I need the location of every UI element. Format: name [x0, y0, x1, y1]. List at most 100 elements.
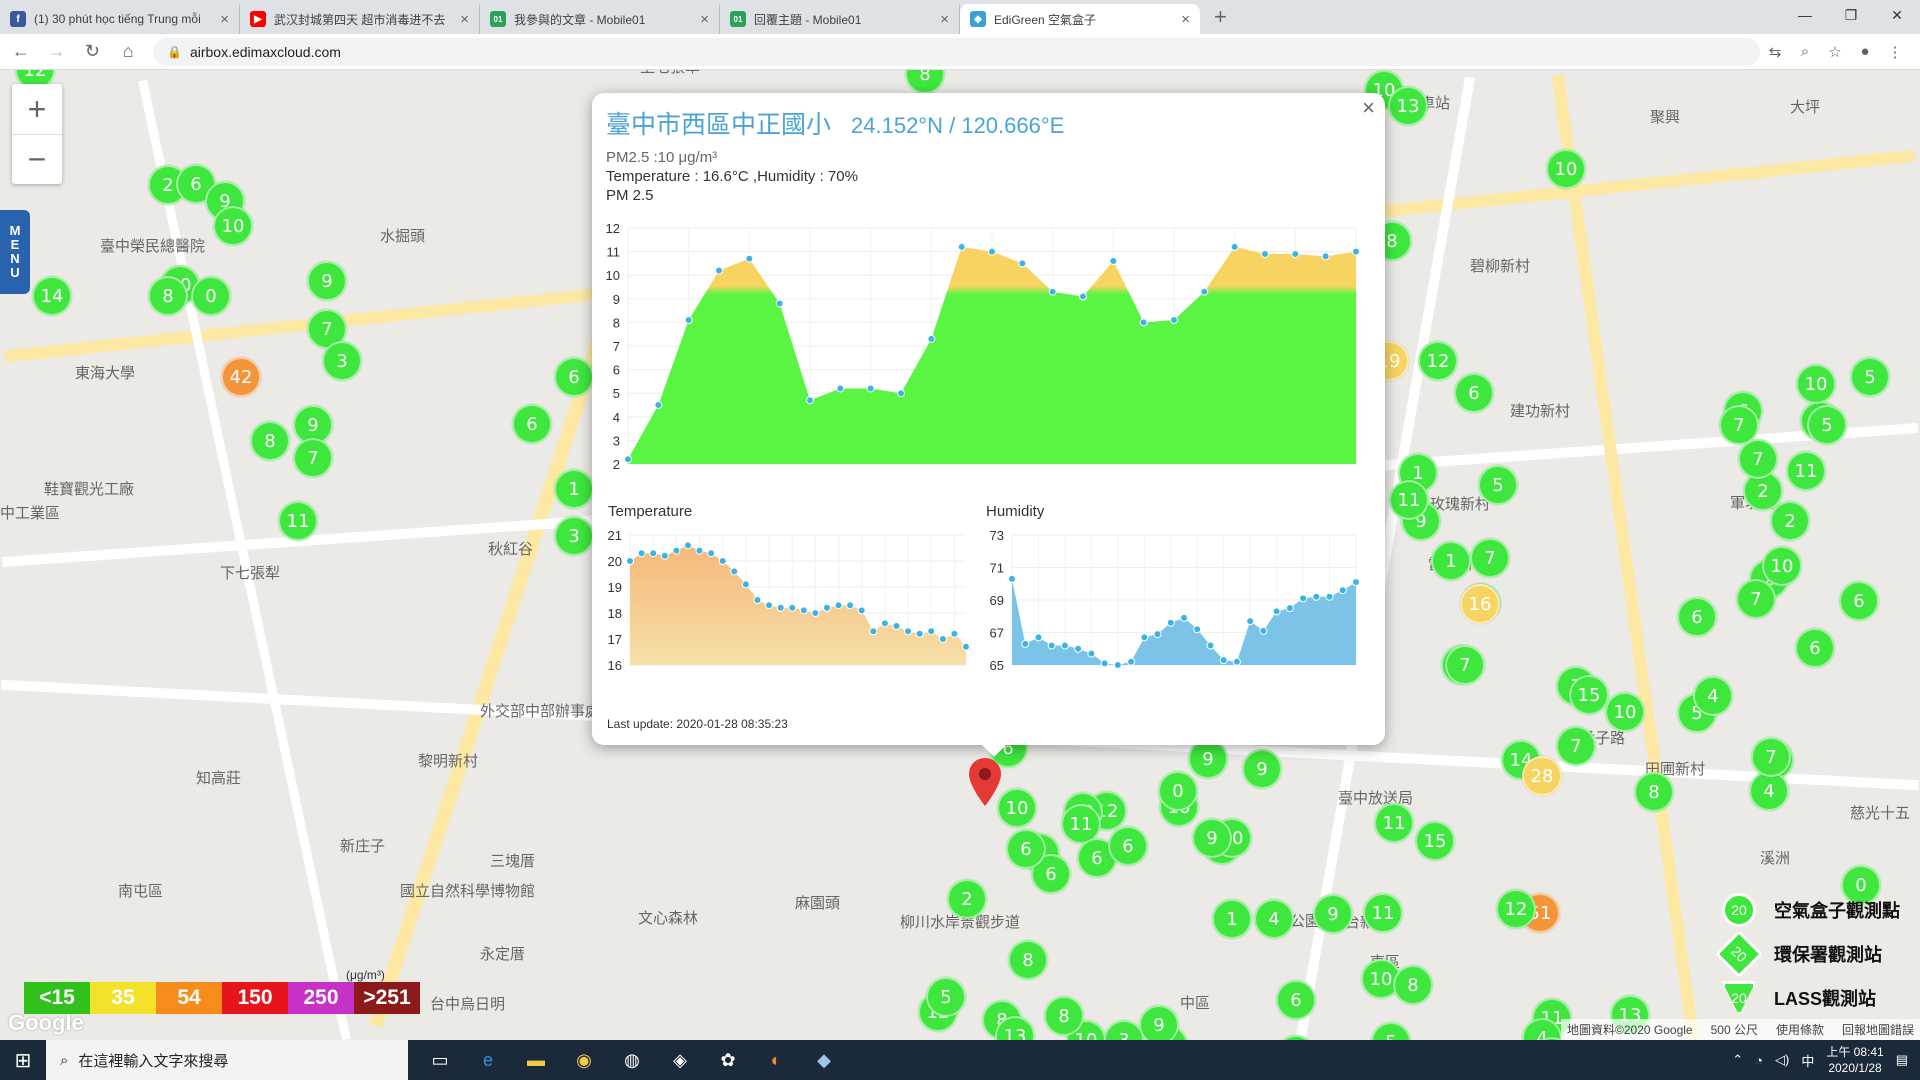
chrome-icon[interactable]: ◉	[576, 1049, 592, 1070]
sensor-marker[interactable]: 7	[1751, 737, 1791, 777]
clock[interactable]: 上午 08:41 2020/1/28	[1826, 1044, 1883, 1076]
sensor-marker[interactable]: 10	[213, 206, 253, 246]
app-icon[interactable]: ✿	[720, 1049, 736, 1070]
minimize-icon[interactable]: —	[1798, 7, 1812, 23]
browser-tab-active[interactable]: ◆ EdiGreen 空氣盒子 ×	[960, 4, 1200, 34]
sensor-marker[interactable]: 8	[148, 276, 188, 316]
sensor-marker[interactable]: 9	[1188, 739, 1228, 779]
browser-tab[interactable]: 01 回覆主題 - Mobile01 ×	[720, 4, 960, 34]
sensor-marker[interactable]: 7	[1445, 645, 1485, 685]
sensor-marker[interactable]: 9	[1313, 894, 1353, 934]
sensor-marker[interactable]: 8	[250, 421, 290, 461]
sensor-marker[interactable]: 6	[1677, 597, 1717, 637]
back-icon[interactable]: ←	[11, 41, 30, 61]
sensor-marker[interactable]: 6	[1839, 581, 1879, 621]
app-icon[interactable]: ◍	[624, 1049, 640, 1070]
sensor-marker[interactable]: 10	[1762, 546, 1802, 586]
sensor-marker[interactable]: 10	[1546, 149, 1586, 189]
sensor-marker[interactable]: 1	[1431, 541, 1471, 581]
app-icon[interactable]: ◈	[673, 1049, 687, 1070]
sensor-marker[interactable]: 7	[1738, 439, 1778, 479]
sensor-marker[interactable]: 16	[1460, 584, 1500, 624]
sensor-marker[interactable]: 5	[1478, 465, 1518, 505]
sensor-marker[interactable]: 0	[1158, 771, 1198, 811]
sensor-marker[interactable]: 6	[1006, 829, 1046, 869]
sensor-marker[interactable]: 2	[947, 879, 987, 919]
sensor-marker[interactable]: 14	[32, 276, 72, 316]
forward-icon[interactable]: →	[47, 41, 66, 61]
tray-arrow-icon[interactable]: ⌃	[1732, 1052, 1744, 1067]
sensor-marker[interactable]: 15	[1569, 675, 1609, 715]
close-tab-icon[interactable]: ×	[460, 10, 469, 28]
report-link[interactable]: 回報地圖錯誤	[1841, 1023, 1914, 1037]
reload-icon[interactable]: ↻	[84, 41, 100, 61]
terms-link[interactable]: 使用條款	[1775, 1023, 1824, 1037]
sensor-marker[interactable]: 7	[293, 438, 333, 478]
sensor-marker[interactable]: 4	[1254, 899, 1294, 939]
sensor-marker[interactable]: 7	[1736, 579, 1776, 619]
zoom-in-button[interactable]: +	[27, 90, 47, 127]
sensor-marker[interactable]: 6	[1108, 826, 1148, 866]
sensor-marker[interactable]: 1	[554, 469, 594, 509]
ime-indicator[interactable]: 中	[1801, 1053, 1815, 1069]
sensor-marker[interactable]: 3	[554, 516, 594, 556]
sensor-marker[interactable]: 11	[1389, 480, 1429, 520]
sensor-marker[interactable]: 0	[1841, 865, 1881, 905]
sensor-marker[interactable]: 7	[1470, 538, 1510, 578]
sensor-marker[interactable]: 4	[1749, 771, 1789, 811]
close-popup-icon[interactable]: ×	[1362, 95, 1375, 120]
sensor-marker[interactable]: 6	[554, 357, 594, 397]
sensor-marker[interactable]: 4	[1693, 676, 1733, 716]
taskbar-search[interactable]: ⌕ 在這裡輸入文字來搜尋	[46, 1040, 408, 1080]
restore-icon[interactable]: ❐	[1844, 6, 1858, 23]
sensor-marker[interactable]: 8	[1393, 965, 1433, 1005]
file-explorer-icon[interactable]: ▬	[527, 1049, 545, 1070]
menu-tab[interactable]: M E N U	[0, 210, 30, 294]
sensor-marker[interactable]: 5	[1371, 1022, 1411, 1040]
translate-icon[interactable]: ⇆	[1768, 43, 1782, 61]
close-tab-icon[interactable]: ×	[700, 10, 709, 28]
profile-icon[interactable]: ●	[1860, 42, 1870, 60]
sensor-marker[interactable]: 7	[1719, 405, 1759, 445]
network-icon[interactable]: ◔	[1755, 1052, 1763, 1068]
sensor-marker[interactable]: 28	[1522, 756, 1562, 796]
sensor-marker[interactable]: 6	[1454, 373, 1494, 413]
browser-tab[interactable]: 01 我參與的文章 - Mobile01 ×	[480, 4, 720, 34]
sensor-marker[interactable]: 3	[1104, 1020, 1144, 1040]
new-tab-button[interactable]: +	[1214, 4, 1227, 29]
sensor-marker[interactable]: 6	[1276, 980, 1316, 1020]
sensor-marker[interactable]: 10	[1796, 364, 1836, 404]
sensor-marker[interactable]: 12	[1418, 341, 1458, 381]
star-icon[interactable]: ☆	[1828, 43, 1842, 61]
sensor-marker[interactable]: 9	[1242, 749, 1282, 789]
sensor-marker[interactable]: 8	[1634, 772, 1674, 812]
sensor-marker[interactable]: 11	[1061, 804, 1101, 844]
sensor-marker[interactable]: 8	[905, 70, 945, 94]
sensor-marker[interactable]: 5	[1850, 357, 1890, 397]
close-tab-icon[interactable]: ×	[220, 10, 229, 28]
close-window-icon[interactable]: ✕	[1891, 6, 1903, 23]
sensor-marker[interactable]: 5	[926, 977, 966, 1017]
sensor-marker[interactable]: 11	[1786, 451, 1826, 491]
sensor-marker[interactable]: 1	[1212, 899, 1252, 939]
close-tab-icon[interactable]: ×	[940, 10, 949, 28]
location-pin-icon[interactable]	[968, 758, 1002, 806]
windows-start-icon[interactable]: ⊞	[14, 1049, 32, 1072]
sensor-marker[interactable]: 12	[1496, 889, 1536, 929]
close-tab-icon[interactable]: ×	[1181, 10, 1190, 28]
sensor-marker[interactable]: 11	[1363, 893, 1403, 933]
edge-icon[interactable]: e	[482, 1049, 493, 1070]
browser-tab[interactable]: ▶ 武汉封城第四天 超市消毒进不去 ×	[240, 4, 480, 34]
sensor-marker[interactable]: 10	[1605, 692, 1645, 732]
address-bar[interactable]: 🔒 airbox.edimaxcloud.com	[153, 37, 1760, 66]
sensor-marker[interactable]: 13	[1388, 86, 1428, 126]
volume-icon[interactable]: ◁)	[1774, 1052, 1790, 1067]
sensor-marker[interactable]: 6	[512, 404, 552, 444]
sensor-marker[interactable]: 8	[1044, 996, 1084, 1036]
sensor-marker[interactable]: 15	[1415, 821, 1455, 861]
browser-tab[interactable]: f (1) 30 phút học tiếng Trung mỗi ×	[0, 4, 240, 34]
sensor-marker[interactable]: 7	[1556, 726, 1596, 766]
task-view-icon[interactable]: ▭	[431, 1049, 449, 1070]
sensor-marker[interactable]: 6	[1795, 628, 1835, 668]
sensor-marker[interactable]: 11	[278, 501, 318, 541]
